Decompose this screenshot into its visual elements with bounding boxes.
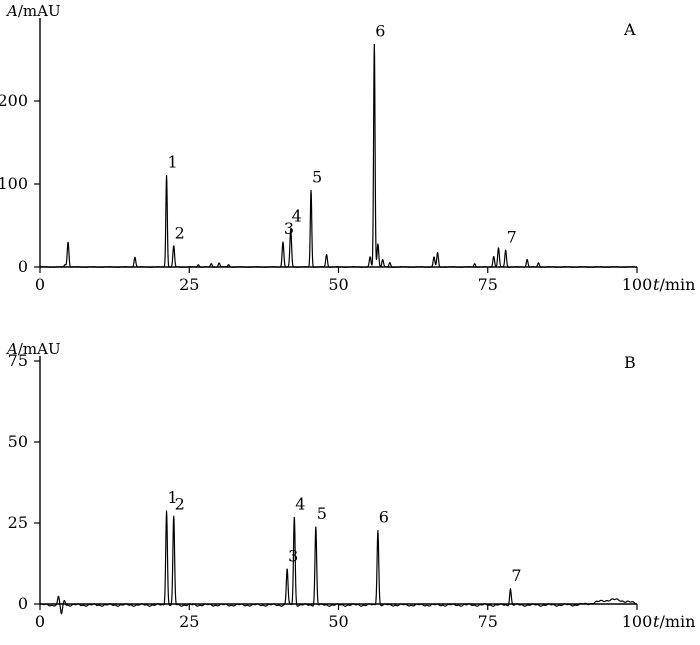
peak-label-3: 3: [288, 546, 298, 565]
peak-marker: [505, 249, 507, 251]
x-axis-label: t/min: [653, 612, 695, 631]
x-axis-label: t/min: [653, 275, 695, 294]
peak-label-5: 5: [317, 504, 327, 523]
peak-marker: [377, 529, 379, 532]
peak-marker: [286, 568, 288, 570]
y-axis-label: A/mAU: [5, 340, 61, 358]
x-tick-label: 0: [35, 275, 45, 294]
peak-marker: [282, 241, 284, 243]
peak-marker: [310, 190, 312, 192]
peak-marker: [165, 175, 168, 177]
y-tick-label: 0: [18, 257, 28, 276]
y-axis-label: A/mAU: [5, 2, 61, 20]
peak-marker: [509, 588, 512, 590]
peak-label-7: 7: [511, 566, 521, 585]
peak-label-1: 1: [167, 153, 177, 172]
peak-marker: [173, 245, 175, 247]
peak-label-2: 2: [175, 223, 185, 242]
peak-marker: [165, 510, 168, 512]
y-tick-label: 0: [18, 594, 28, 613]
chart-panel-a: 0 25 50 75 100 0 100 200 A/mAU t/min A 1 2 34 5 6 7: [0, 2, 695, 294]
x-tick-label: 50: [328, 612, 348, 631]
chromatogram-trace-a: [39, 43, 638, 268]
x-tick-label: 75: [478, 275, 498, 294]
peak-marker: [315, 526, 317, 528]
y-tick-label: 25: [8, 513, 28, 532]
peak-label-7: 7: [507, 227, 517, 246]
x-tick-label: 0: [35, 612, 45, 631]
peak-label-4: 4: [295, 494, 305, 513]
x-tick-label: 75: [478, 612, 498, 631]
x-tick-label: 100: [622, 612, 653, 631]
panel-label: A: [623, 20, 636, 39]
peak-label-4: 4: [292, 207, 302, 226]
peak-label-6: 6: [375, 22, 385, 41]
peak-label-1: 1: [167, 488, 177, 507]
peak-label-2: 2: [175, 494, 185, 513]
peak-label-5: 5: [312, 168, 322, 187]
panel-label: B: [624, 353, 636, 372]
y-tick-label: 75: [8, 351, 28, 370]
peak-label-6: 6: [379, 507, 389, 526]
x-tick-label: 100: [622, 275, 653, 294]
y-tick-label: 100: [0, 174, 28, 193]
chromatogram-trace-b: [39, 511, 638, 615]
x-tick-label: 25: [179, 275, 199, 294]
peak-label-3: 3: [284, 219, 294, 238]
y-tick-label: 50: [8, 432, 28, 451]
peak-marker: [290, 229, 292, 231]
peak-marker: [173, 516, 175, 519]
peak-marker: [293, 516, 295, 519]
y-tick-label: 200: [0, 91, 28, 110]
peak-marker: [373, 43, 375, 46]
x-tick-label: 50: [328, 275, 348, 294]
x-tick-label: 25: [179, 612, 199, 631]
